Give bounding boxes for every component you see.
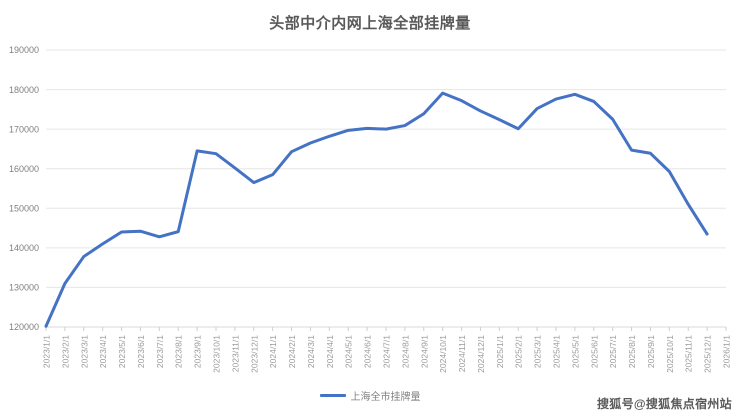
- watermark-text: 搜狐号@搜狐焦点宿州站: [596, 397, 732, 411]
- x-axis-tick-label: 2026/1/1: [722, 335, 732, 368]
- x-axis-tick-label: 2023/10/1: [212, 335, 222, 373]
- x-axis-tick-label: 2025/10/1: [665, 335, 675, 373]
- x-axis-tick-label: 2024/6/1: [363, 335, 373, 368]
- x-axis-tick-label: 2023/1/1: [42, 335, 52, 368]
- x-axis-tick-label: 2025/12/1: [703, 335, 713, 373]
- x-axis-tick-label: 2023/11/1: [230, 335, 240, 372]
- x-axis-tick-label: 2025/9/1: [646, 335, 656, 368]
- y-axis-tick-label: 150000: [9, 203, 39, 213]
- x-axis-tick-label: 2023/12/1: [249, 335, 259, 373]
- x-axis-tick-label: 2025/2/1: [514, 335, 524, 368]
- x-axis-tick-label: 2025/6/1: [589, 335, 599, 368]
- y-axis-tick-label: 130000: [9, 283, 39, 293]
- x-axis-tick-label: 2025/3/1: [533, 335, 543, 368]
- x-axis-tick-label: 2023/7/1: [155, 335, 165, 368]
- y-axis-tick-label: 120000: [9, 322, 39, 332]
- x-axis-tick-label: 2024/5/1: [344, 335, 354, 368]
- x-axis-tick-label: 2023/5/1: [117, 335, 127, 368]
- x-axis-tick-label: 2023/3/1: [79, 335, 89, 368]
- x-axis-tick-label: 2024/2/1: [287, 335, 297, 368]
- x-axis-tick-label: 2024/11/1: [457, 335, 467, 372]
- y-axis-tick-label: 160000: [9, 164, 39, 174]
- legend-color-swatch: [319, 394, 346, 397]
- chart-title: 头部中介内网上海全部挂牌量: [269, 15, 471, 32]
- x-axis-tick-label: 2024/12/1: [476, 335, 486, 373]
- x-axis-tick-label: 2025/11/1: [684, 335, 694, 372]
- x-axis-tick-label: 2023/6/1: [136, 335, 146, 368]
- line-chart-plot: 120000 130000 140000 150000 160000 170000 1800…: [9, 45, 732, 373]
- x-axis-tick-label: 2024/3/1: [306, 335, 316, 368]
- x-axis-tick-label: 2024/10/1: [438, 335, 448, 373]
- x-axis-tick-label: 2023/8/1: [174, 335, 184, 368]
- x-axis-tick-label: 2023/4/1: [98, 335, 108, 368]
- x-axis-tick-label: 2025/4/1: [552, 335, 562, 368]
- chart-legend: 上海全市挂牌量: [0, 388, 740, 403]
- x-axis-tick-label: 2025/1/1: [495, 335, 505, 368]
- x-axis-tick-label: 2024/4/1: [325, 335, 335, 368]
- y-axis-tick-label: 140000: [9, 243, 39, 253]
- x-axis-tick-label: 2024/7/1: [382, 335, 392, 368]
- x-axis-tick-label: 2024/8/1: [400, 335, 410, 368]
- series-line: [44, 91, 709, 328]
- legend-item-label: 上海全市挂牌量: [350, 392, 421, 403]
- x-axis-tick-label: 2023/9/1: [193, 335, 203, 368]
- y-axis-tick-label: 170000: [9, 124, 39, 134]
- x-axis-tick-label: 2025/5/1: [570, 335, 580, 368]
- x-axis-tick-label: 2025/8/1: [627, 335, 637, 368]
- x-axis-tick-label: 2025/7/1: [608, 335, 618, 368]
- x-axis-tick-label: 2024/9/1: [419, 335, 429, 368]
- x-axis-tick-label: 2023/2/1: [60, 335, 70, 368]
- y-axis-tick-label: 180000: [9, 85, 39, 95]
- x-axis-tick-label: 2024/1/1: [268, 335, 278, 368]
- y-axis-tick-label: 190000: [9, 45, 39, 55]
